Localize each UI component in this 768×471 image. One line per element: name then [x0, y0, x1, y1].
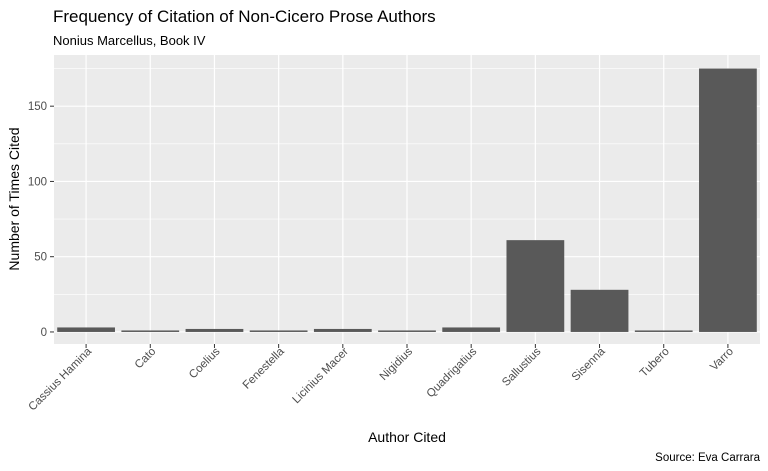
x-tick-label: Coelius [187, 345, 223, 381]
x-tick-label: Sallustius [500, 345, 543, 388]
bar-quadrigatius [442, 327, 501, 332]
bar-sisenna [570, 289, 629, 332]
y-tick-label: 50 [34, 252, 47, 264]
y-tick-label: 100 [28, 176, 47, 188]
x-axis-title: Author Cited [368, 429, 446, 445]
x-tick-label: Tubero [638, 346, 672, 380]
chart-subtitle: Nonius Marcellus, Book IV [53, 33, 206, 48]
x-tick-label: Sisenna [570, 345, 608, 383]
bar-nigidius [378, 330, 436, 332]
x-tick-label: Fenestella [241, 345, 287, 391]
chart-title: Frequency of Citation of Non-Cicero Pros… [53, 7, 436, 26]
y-axis-title: Number of Times Cited [6, 127, 22, 270]
bar-cassius-hamina [57, 327, 115, 332]
x-tick-label: Nigidius [378, 345, 416, 383]
y-tick-label: 0 [41, 327, 47, 339]
bar-tubero [634, 330, 693, 332]
x-axis-ticks: Cassius Hamina Cato Coelius Fenestella Licin… [27, 344, 736, 413]
bar-varro [699, 68, 757, 332]
x-tick-label: Quadrigatius [425, 345, 480, 400]
x-tick-label: Cato [133, 346, 159, 372]
chart-caption: Source: Eva Carrara [655, 452, 760, 464]
x-tick-label: Varro [708, 346, 736, 374]
bar-fenestella [249, 330, 308, 332]
y-tick-label: 150 [28, 101, 47, 113]
x-tick-label: Cassius Hamina [27, 345, 95, 413]
bar-sallustius [506, 240, 565, 332]
bars [57, 68, 757, 332]
y-axis-ticks: 0 50 100 150 [28, 101, 54, 339]
bar-coelius [185, 328, 244, 332]
bar-cato [121, 330, 180, 332]
bar-licinius-macer [313, 328, 372, 332]
x-tick-label: Licinius Macer [290, 346, 351, 407]
